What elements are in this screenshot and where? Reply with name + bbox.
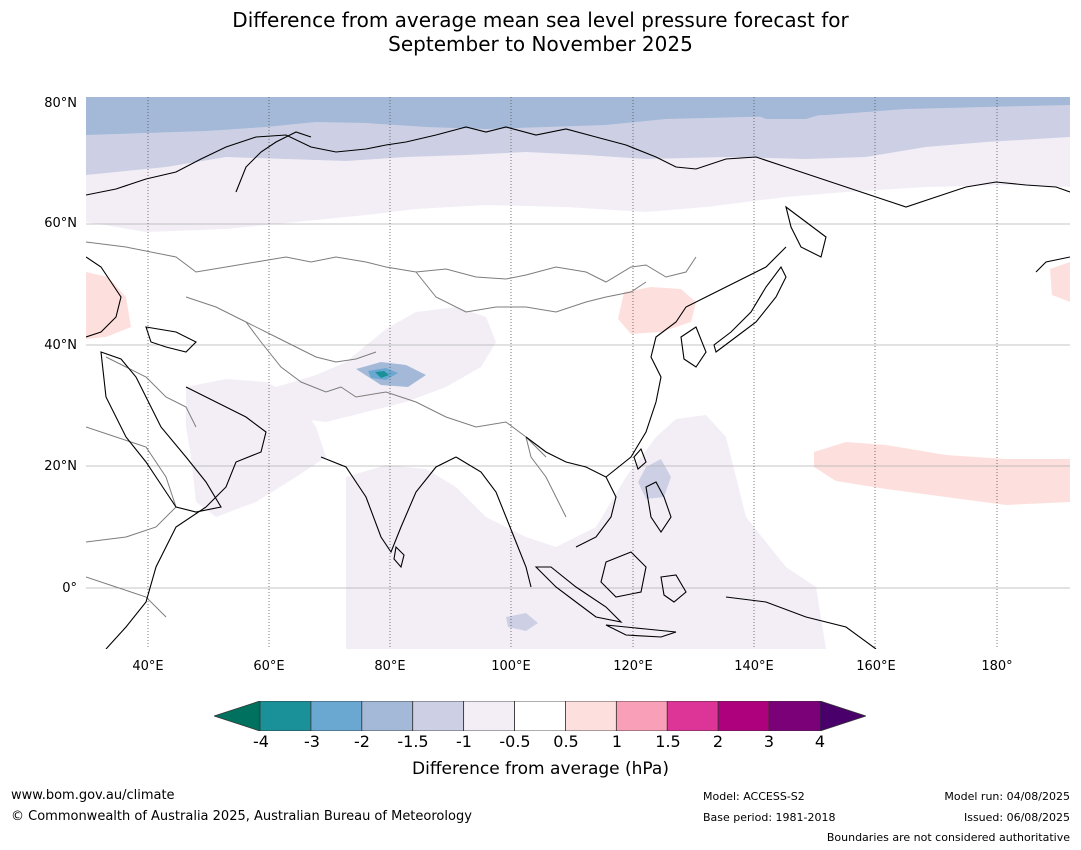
caspian-coast bbox=[145, 326, 197, 353]
colorbar-cell bbox=[615, 701, 668, 731]
region-lavender-indian-ocean bbox=[346, 415, 826, 649]
footer-copyright: © Commonwealth of Australia 2025, Austra… bbox=[11, 809, 472, 824]
region-lavender-arabia bbox=[186, 379, 326, 517]
region-pink-europe bbox=[86, 272, 131, 339]
himalaya-border bbox=[340, 386, 547, 458]
russia-south-border bbox=[86, 241, 697, 283]
lon-label-120e: 120°E bbox=[613, 659, 653, 674]
chart-title: Difference from average mean sea level p… bbox=[0, 8, 1081, 56]
colorbar-tick-label: 1.5 bbox=[655, 732, 681, 751]
coastlines bbox=[86, 126, 1070, 649]
meridians bbox=[147, 97, 998, 649]
indochina-border bbox=[525, 436, 567, 518]
title-line-2: September to November 2025 bbox=[388, 32, 693, 56]
lat-label-80: 80°N bbox=[44, 96, 77, 111]
colorbar-label: Difference from average (hPa) bbox=[412, 759, 669, 779]
footer-model-run: Model run: 04/08/2025 bbox=[944, 790, 1070, 803]
colorbar-extend-high bbox=[819, 701, 866, 731]
colorbar-tick-label: -0.5 bbox=[499, 732, 531, 751]
colorbar-cell bbox=[412, 701, 465, 731]
colorbar-tick-label: 1 bbox=[611, 732, 623, 751]
footer-website: www.bom.gov.au/climate bbox=[11, 788, 175, 803]
colorbar-tick-label: 4 bbox=[814, 732, 826, 751]
lon-label-180: 180° bbox=[981, 659, 1013, 674]
kamchatka-coast bbox=[785, 205, 827, 258]
footer-issued: Issued: 06/08/2025 bbox=[963, 811, 1070, 824]
footer-base-period: Base period: 1981-2018 bbox=[703, 811, 836, 824]
region-pink-northeast-china bbox=[618, 287, 696, 334]
country-boundaries bbox=[86, 241, 697, 618]
lon-label-40e: 40°E bbox=[132, 659, 164, 674]
lat-label-60: 60°N bbox=[44, 216, 77, 231]
colorbar-tick-label: 3 bbox=[763, 732, 775, 751]
title-line-1: Difference from average mean sea level p… bbox=[232, 8, 849, 32]
arctic-coast bbox=[86, 126, 1070, 208]
colorbar-tick-label: 0.5 bbox=[553, 732, 579, 751]
africa-border bbox=[86, 426, 177, 543]
central-asia-border bbox=[185, 296, 377, 363]
taiwan-coast bbox=[633, 447, 647, 470]
middle-east-border bbox=[105, 356, 197, 428]
borneo-coast bbox=[600, 551, 647, 598]
region-blue-kara bbox=[746, 109, 826, 119]
colorbar-cell bbox=[666, 701, 719, 731]
colorbar-tick-label: 2 bbox=[712, 732, 724, 751]
new-guinea-coast bbox=[725, 596, 877, 649]
colorbar-cell bbox=[463, 701, 515, 731]
region-blue-maritime bbox=[506, 613, 538, 631]
colorbar-cell bbox=[565, 701, 617, 731]
east-africa-border bbox=[86, 576, 167, 618]
alaska-coast bbox=[1035, 256, 1070, 273]
lon-label-80e: 80°E bbox=[374, 659, 406, 674]
lon-label-140e: 140°E bbox=[734, 659, 774, 674]
footer-disclaimer: Boundaries are not considered authoritat… bbox=[826, 831, 1070, 844]
java-coast bbox=[605, 624, 677, 638]
somalia-coast bbox=[105, 506, 207, 649]
korea-coast bbox=[680, 326, 707, 368]
colorbar-cell bbox=[310, 701, 363, 731]
sri-lanka-coast bbox=[393, 545, 405, 569]
colorbar-extend-low bbox=[214, 701, 261, 731]
colorbar-cell bbox=[768, 701, 821, 731]
map-svg bbox=[86, 97, 1070, 649]
india-coast bbox=[320, 456, 457, 554]
colorbar-cell bbox=[361, 701, 414, 731]
colorbar-tick-label: -4 bbox=[253, 732, 269, 751]
lon-label-100e: 100°E bbox=[491, 659, 531, 674]
japan-coast bbox=[713, 265, 787, 353]
anomaly-map bbox=[86, 97, 1070, 649]
region-pink-bering bbox=[1050, 262, 1070, 302]
lat-label-20: 20°N bbox=[44, 459, 77, 474]
lon-label-60e: 60°E bbox=[253, 659, 285, 674]
myanmar-coast bbox=[455, 456, 532, 588]
iran-border bbox=[245, 321, 342, 393]
red-sea-coast bbox=[100, 351, 222, 513]
colorbar-tick-label: -3 bbox=[304, 732, 320, 751]
colorbar-cells bbox=[259, 701, 821, 731]
sumatra-coast bbox=[534, 566, 623, 623]
lat-label-40: 40°N bbox=[44, 338, 77, 353]
colorbar-tick-label: -1.5 bbox=[397, 732, 429, 751]
arabia-coast bbox=[185, 386, 267, 508]
colorbar-cell bbox=[259, 701, 312, 731]
region-pamir-peak bbox=[375, 371, 389, 378]
lat-label-0: 0° bbox=[62, 581, 77, 596]
philippines-coast bbox=[645, 481, 672, 533]
region-light-lavender-north bbox=[86, 137, 1070, 232]
colorbar-tick-label: -1 bbox=[456, 732, 472, 751]
region-blue-arctic bbox=[86, 97, 1070, 135]
mongolia-border bbox=[415, 271, 647, 313]
colorbar-tick-label: -2 bbox=[354, 732, 370, 751]
lon-label-160e: 160°E bbox=[856, 659, 896, 674]
footer-model: Model: ACCESS-S2 bbox=[703, 790, 805, 803]
colorbar-cell bbox=[717, 701, 770, 731]
colorbar bbox=[214, 701, 866, 731]
sulawesi-coast bbox=[660, 574, 687, 603]
europe-coast bbox=[86, 256, 122, 338]
region-pink-pacific bbox=[814, 442, 1070, 505]
graticule bbox=[86, 223, 1070, 589]
china-east-coast bbox=[605, 246, 787, 478]
colorbar-cell bbox=[514, 701, 566, 731]
novaya-zemlya-coast bbox=[235, 131, 312, 193]
